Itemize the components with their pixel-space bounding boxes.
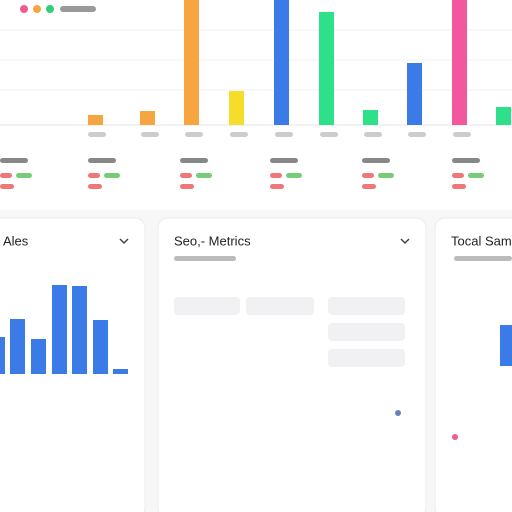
dot [33,5,41,13]
bar [184,0,199,125]
text-blob [230,132,248,137]
panel-title: Seo,- Metrics [174,233,251,248]
panel-title: Ales [3,233,29,248]
text-blob [275,132,293,137]
bar [10,319,25,374]
subtitle [454,256,512,261]
text-blob [286,173,302,178]
input[interactable] [174,297,240,315]
text-blob [320,132,338,137]
text-blob [196,173,212,178]
text-blob [270,173,282,178]
text-blob [104,173,120,178]
text-blob [180,173,192,178]
text-blob [88,184,102,189]
bar [319,12,334,125]
bar [274,0,289,125]
bar [500,325,512,366]
text-blob [362,173,374,178]
text-blob [452,184,466,189]
bar [496,107,511,125]
text-blob [88,132,106,137]
text-blob [452,173,464,178]
text-blob [88,158,116,163]
input[interactable] [246,297,314,315]
dot [46,5,54,13]
text-blob [16,173,32,178]
text-blob [185,132,203,137]
text-blob [0,173,12,178]
text-blob [453,132,471,137]
card [157,217,427,512]
text-blob [180,184,194,189]
text-blob [468,173,484,178]
text-blob [452,158,480,163]
bar [31,339,46,374]
grid [0,29,512,126]
dot [452,434,458,440]
bar [452,0,467,125]
bar [88,115,103,125]
text-blob [0,158,28,163]
text-blob [88,173,100,178]
text-blob [362,158,390,163]
text-blob [378,173,394,178]
button[interactable] [328,297,405,315]
button[interactable] [328,323,405,341]
legend-text [60,6,96,12]
top-area [0,0,512,210]
bar [140,111,155,125]
bar [52,285,67,374]
chevron[interactable] [400,238,410,245]
text-blob [270,184,284,189]
text-blob [180,158,208,163]
bar [72,286,87,374]
bar [0,337,5,374]
text-blob [362,184,376,189]
bar [407,63,422,125]
button[interactable] [328,349,405,367]
text-blob [364,132,382,137]
panel-title: Tocal Sams [451,233,512,248]
dot [20,5,28,13]
dot [395,410,401,416]
bar [113,369,128,374]
subtitle [174,256,236,261]
text-blob [0,184,14,189]
text-blob [408,132,426,137]
chevron[interactable] [119,238,129,245]
text-blob [270,158,298,163]
bar [363,110,378,125]
bar [229,91,244,125]
bar [93,320,108,374]
text-blob [141,132,159,137]
